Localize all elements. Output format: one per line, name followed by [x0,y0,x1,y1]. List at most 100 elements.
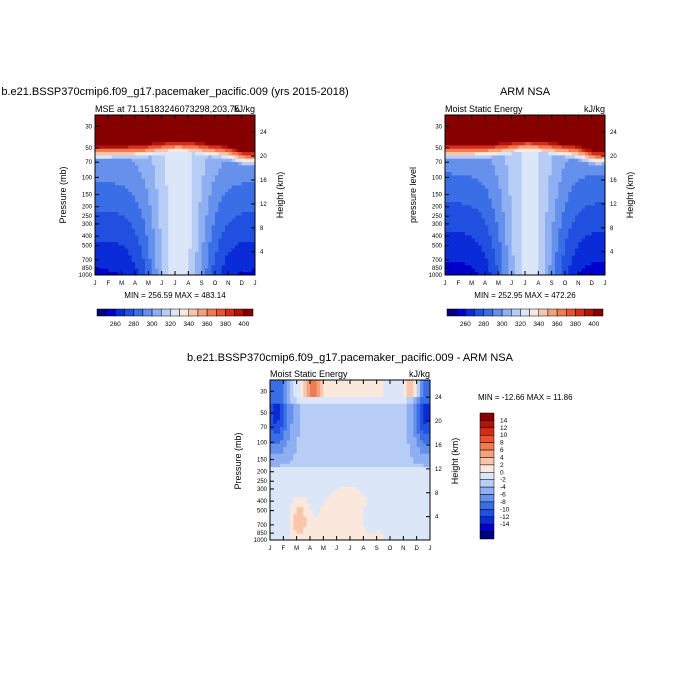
contour-cell [115,218,119,223]
contour-cell [208,198,213,203]
contour-cell [175,145,179,149]
contour-cell [218,135,223,139]
contour-cell [495,248,499,253]
contour-cell [276,406,281,411]
contour-cell [205,158,209,163]
left-string: Moist Static Energy [270,369,348,379]
contour-cell [125,255,129,259]
contour-cell [188,151,193,156]
contour-cell [178,128,183,133]
contour-cell [601,121,606,126]
contour-cell [541,235,546,239]
contour-cell [578,171,583,176]
contour-cell [171,141,176,146]
contour-cell [241,268,246,273]
contour-cell [231,235,236,239]
contour-cell [448,208,453,213]
contour-cell [165,118,169,123]
contour-cell [151,155,156,159]
contour-cell [168,121,173,126]
contour-cell [148,201,153,206]
contour-cell [208,115,213,119]
contour-cell [588,151,593,156]
contour-cell [505,238,509,243]
contour-cell [201,178,206,183]
contour-cell [215,201,219,206]
contour-cell [238,205,243,209]
contour-cell [198,241,203,246]
contour-cell [538,241,543,246]
contour-cell [171,191,176,196]
contour-cell [148,158,153,163]
contour-cell [471,228,476,233]
contour-cell [125,128,129,133]
contour-cell [515,211,519,216]
contour-cell [521,201,526,206]
contour-cell [571,208,576,213]
contour-cell [461,238,466,243]
contour-cell [471,248,476,253]
contour-cell [231,145,236,149]
contour-cell [228,268,233,273]
contour-cell [128,121,133,126]
contour-cell [541,181,546,186]
contour-cell [451,171,456,176]
contour-cell [191,151,196,156]
contour-cell [171,251,176,256]
contour-cell [148,151,153,156]
contour-cell [498,238,503,243]
contour-cell [195,268,199,273]
contour-cell [251,185,256,189]
contour-cell [208,128,213,133]
contour-cell [238,235,243,239]
contour-cell [445,131,449,136]
contour-cell [251,168,256,173]
contour-cell [461,191,466,196]
contour-cell [541,188,546,193]
contour-cell [581,211,586,216]
contour-cell [225,148,229,153]
contour-cell [468,141,473,146]
contour-cell [205,265,209,269]
contour-cell [531,221,536,226]
contour-cell [121,135,126,139]
contour-cell [115,158,119,163]
contour-cell [578,131,583,136]
contour-cell [270,396,274,401]
contour-cell [518,195,523,199]
contour-cell [168,205,173,209]
contour-cell [478,165,483,169]
contour-cell [565,168,569,173]
contour-cell [505,155,509,159]
contour-cell [455,238,459,243]
contour-cell [238,115,243,119]
contour-cell [231,245,236,249]
contour-cell [448,138,453,143]
contour-cell [125,241,129,246]
contour-cell [155,205,159,209]
contour-cell [178,245,183,249]
contour-cell [178,261,183,266]
contour-cell [171,221,176,226]
contour-cell [501,241,506,246]
contour-cell [491,235,496,239]
contour-cell [158,225,163,229]
contour-cell [501,148,506,153]
contour-cell [155,235,159,239]
contour-cell [518,271,523,276]
y-tick-label-right: 24 [260,130,267,136]
contour-cell [161,245,166,249]
contour-cell [558,161,563,166]
contour-cell [111,235,116,239]
contour-cell [471,171,476,176]
contour-cell [591,161,596,166]
contour-cell [241,228,246,233]
contour-cell [95,128,99,133]
contour-cell [98,241,103,246]
contour-cell [525,141,529,146]
contour-cell [131,228,136,233]
contour-cell [578,231,583,236]
contour-cell [178,121,183,126]
contour-cell [245,195,249,199]
contour-cell [485,195,489,199]
